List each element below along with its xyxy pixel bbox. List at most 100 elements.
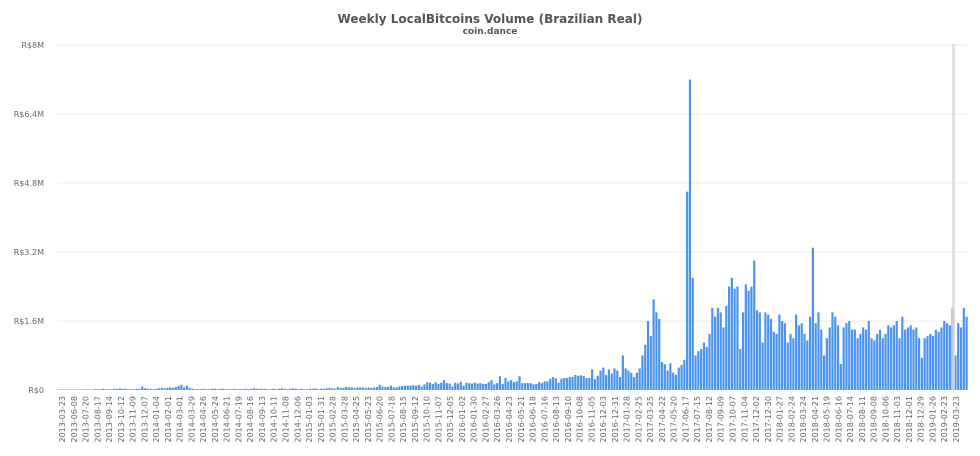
bar[interactable] bbox=[906, 327, 910, 390]
bar[interactable] bbox=[406, 385, 409, 390]
bar[interactable] bbox=[582, 376, 585, 390]
bar[interactable] bbox=[585, 377, 588, 390]
bar[interactable] bbox=[476, 383, 479, 390]
bar[interactable] bbox=[104, 389, 107, 390]
bar[interactable] bbox=[705, 346, 708, 391]
bar[interactable] bbox=[850, 329, 854, 391]
bar[interactable] bbox=[789, 333, 792, 390]
bar[interactable] bbox=[264, 388, 267, 390]
bar[interactable] bbox=[138, 388, 141, 390]
bar[interactable] bbox=[518, 376, 521, 390]
bar[interactable] bbox=[342, 387, 345, 390]
bar[interactable] bbox=[314, 388, 317, 390]
bar[interactable] bbox=[68, 389, 71, 391]
bar[interactable] bbox=[909, 325, 912, 390]
bar[interactable] bbox=[96, 389, 99, 390]
bar[interactable] bbox=[118, 388, 121, 390]
bar[interactable] bbox=[825, 338, 828, 390]
bar[interactable] bbox=[574, 374, 577, 390]
bar[interactable] bbox=[769, 318, 773, 390]
bar[interactable] bbox=[496, 383, 499, 390]
bar[interactable] bbox=[468, 383, 471, 390]
bar[interactable] bbox=[596, 375, 599, 390]
bar[interactable] bbox=[255, 388, 258, 390]
bar[interactable] bbox=[803, 333, 806, 390]
bar[interactable] bbox=[931, 336, 935, 390]
bar[interactable] bbox=[767, 314, 770, 390]
bar[interactable] bbox=[722, 327, 725, 390]
bar[interactable] bbox=[107, 389, 110, 390]
bar[interactable] bbox=[593, 379, 597, 390]
bar[interactable] bbox=[904, 329, 907, 391]
bar[interactable] bbox=[624, 368, 627, 390]
bar[interactable] bbox=[384, 386, 387, 390]
bar[interactable] bbox=[820, 329, 823, 391]
bar[interactable] bbox=[420, 386, 423, 390]
bar[interactable] bbox=[395, 387, 398, 390]
bar[interactable] bbox=[806, 340, 809, 390]
bar[interactable] bbox=[859, 333, 862, 390]
bar[interactable] bbox=[431, 383, 434, 390]
bar[interactable] bbox=[674, 374, 678, 390]
bar[interactable] bbox=[163, 388, 166, 390]
bar[interactable] bbox=[621, 355, 624, 391]
bar[interactable] bbox=[786, 342, 789, 390]
bar[interactable] bbox=[940, 327, 943, 390]
bar[interactable] bbox=[244, 388, 247, 390]
bar[interactable] bbox=[772, 331, 775, 390]
bar[interactable] bbox=[923, 338, 926, 390]
bar[interactable] bbox=[529, 383, 532, 390]
bar[interactable] bbox=[462, 385, 465, 390]
bar[interactable] bbox=[856, 338, 859, 390]
bar[interactable] bbox=[532, 384, 535, 390]
bar[interactable] bbox=[381, 386, 384, 390]
bar[interactable] bbox=[881, 338, 884, 390]
bar[interactable] bbox=[792, 338, 795, 390]
bar[interactable] bbox=[599, 370, 602, 390]
bar[interactable] bbox=[937, 331, 940, 390]
bar[interactable] bbox=[753, 260, 756, 391]
bar[interactable] bbox=[333, 388, 337, 390]
bar[interactable] bbox=[275, 389, 278, 390]
bar[interactable] bbox=[700, 349, 703, 390]
bar[interactable] bbox=[319, 388, 323, 390]
bar[interactable] bbox=[546, 381, 549, 391]
bar[interactable] bbox=[99, 389, 102, 390]
bar[interactable] bbox=[289, 388, 292, 390]
bar[interactable] bbox=[750, 286, 753, 391]
bar[interactable] bbox=[842, 327, 845, 390]
bar[interactable] bbox=[563, 377, 566, 390]
bar[interactable] bbox=[141, 386, 144, 390]
bar[interactable] bbox=[507, 381, 510, 391]
bar[interactable] bbox=[445, 383, 448, 390]
bar[interactable] bbox=[378, 384, 381, 390]
bar[interactable] bbox=[286, 389, 289, 390]
bar[interactable] bbox=[442, 380, 446, 390]
bar[interactable] bbox=[864, 329, 868, 391]
bar[interactable] bbox=[822, 355, 826, 391]
bar[interactable] bbox=[208, 389, 211, 390]
bar[interactable] bbox=[672, 372, 675, 390]
bar[interactable] bbox=[540, 383, 543, 390]
bar[interactable] bbox=[311, 388, 314, 390]
bar[interactable] bbox=[149, 388, 152, 390]
bar[interactable] bbox=[560, 378, 563, 390]
bar[interactable] bbox=[758, 312, 761, 391]
bar[interactable] bbox=[227, 389, 230, 390]
bar[interactable] bbox=[387, 386, 390, 390]
bar[interactable] bbox=[205, 389, 208, 390]
bar[interactable] bbox=[515, 381, 518, 391]
bar[interactable] bbox=[912, 329, 915, 391]
bar[interactable] bbox=[887, 325, 890, 390]
bar[interactable] bbox=[269, 389, 272, 390]
bar[interactable] bbox=[890, 327, 893, 390]
bar[interactable] bbox=[652, 299, 655, 390]
bar[interactable] bbox=[57, 389, 60, 391]
bar[interactable] bbox=[389, 385, 393, 390]
bar[interactable] bbox=[345, 386, 348, 390]
bar[interactable] bbox=[370, 387, 373, 390]
bar[interactable] bbox=[504, 377, 507, 390]
bar[interactable] bbox=[627, 370, 630, 390]
bar[interactable] bbox=[71, 389, 74, 391]
bar[interactable] bbox=[174, 386, 177, 390]
